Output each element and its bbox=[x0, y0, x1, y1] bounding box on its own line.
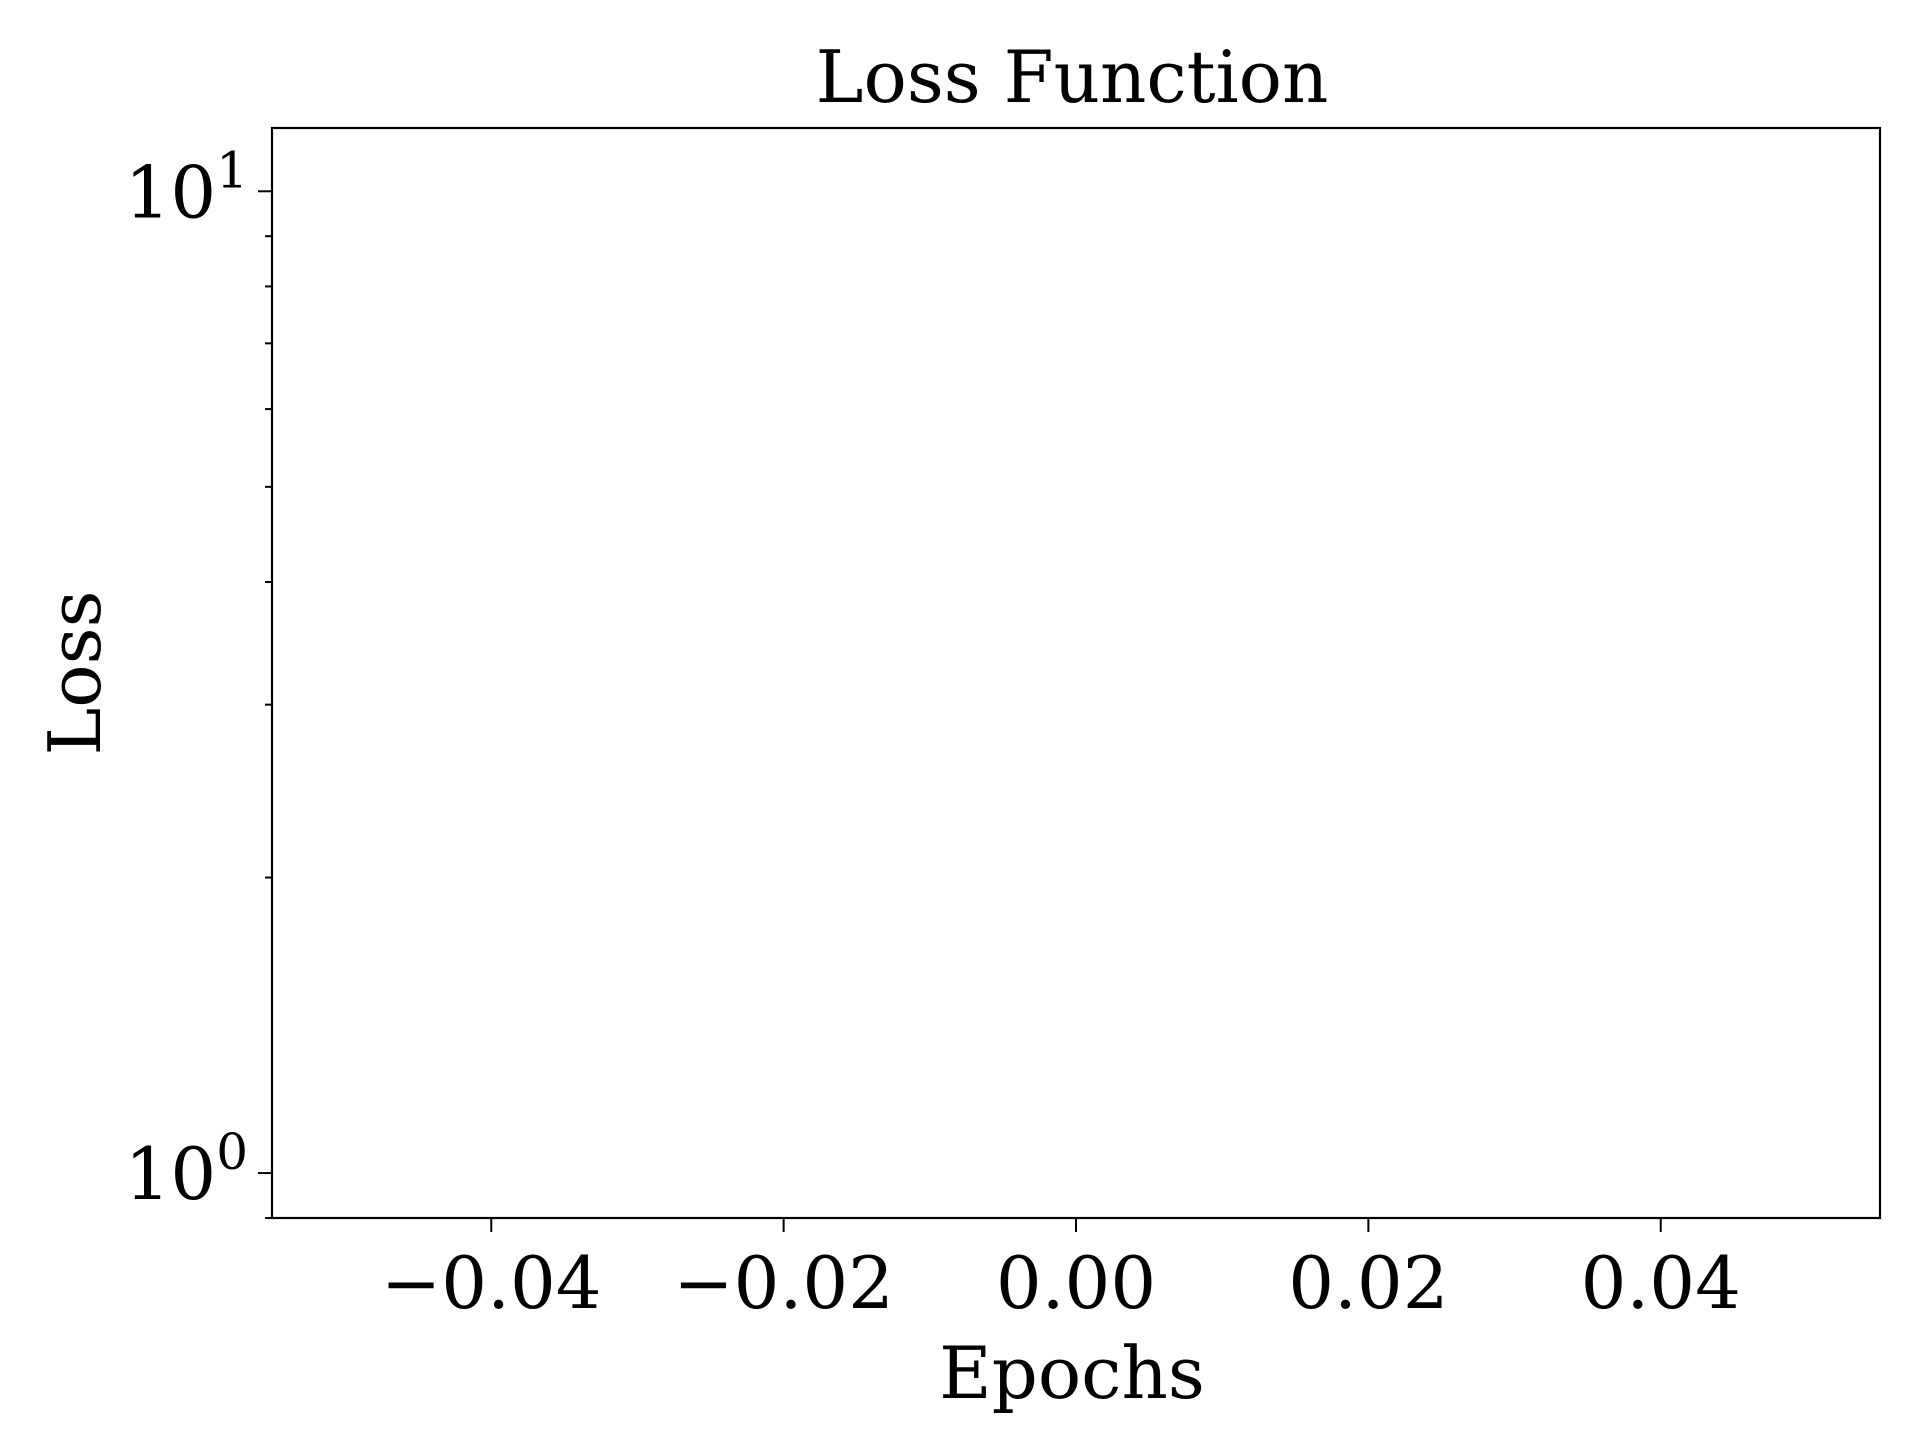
x-tick-label: −0.02 bbox=[673, 1241, 894, 1325]
chart-title: Loss Function bbox=[816, 35, 1329, 119]
plot-area bbox=[270, 126, 1882, 1220]
y-tick-label: 101 bbox=[125, 141, 248, 234]
y-axis-label: Loss bbox=[33, 590, 117, 755]
y-tick-label: 100 bbox=[125, 1123, 248, 1216]
y-tick-exponent: 1 bbox=[216, 141, 248, 199]
x-axis-label: Epochs bbox=[939, 1331, 1205, 1415]
y-axis-minor-ticks bbox=[265, 235, 272, 1219]
y-tick-base: 10 bbox=[125, 150, 217, 234]
y-tick-exponent: 0 bbox=[216, 1123, 248, 1181]
x-tick-label: 0.00 bbox=[996, 1241, 1156, 1325]
x-tick-label: −0.04 bbox=[381, 1241, 602, 1325]
y-tick-base: 10 bbox=[125, 1132, 217, 1216]
x-tick-label: 0.04 bbox=[1581, 1241, 1741, 1325]
x-tick-label: 0.02 bbox=[1288, 1241, 1448, 1325]
x-axis-ticks: −0.04 −0.02 0.00 0.02 0.04 bbox=[381, 1218, 1741, 1325]
